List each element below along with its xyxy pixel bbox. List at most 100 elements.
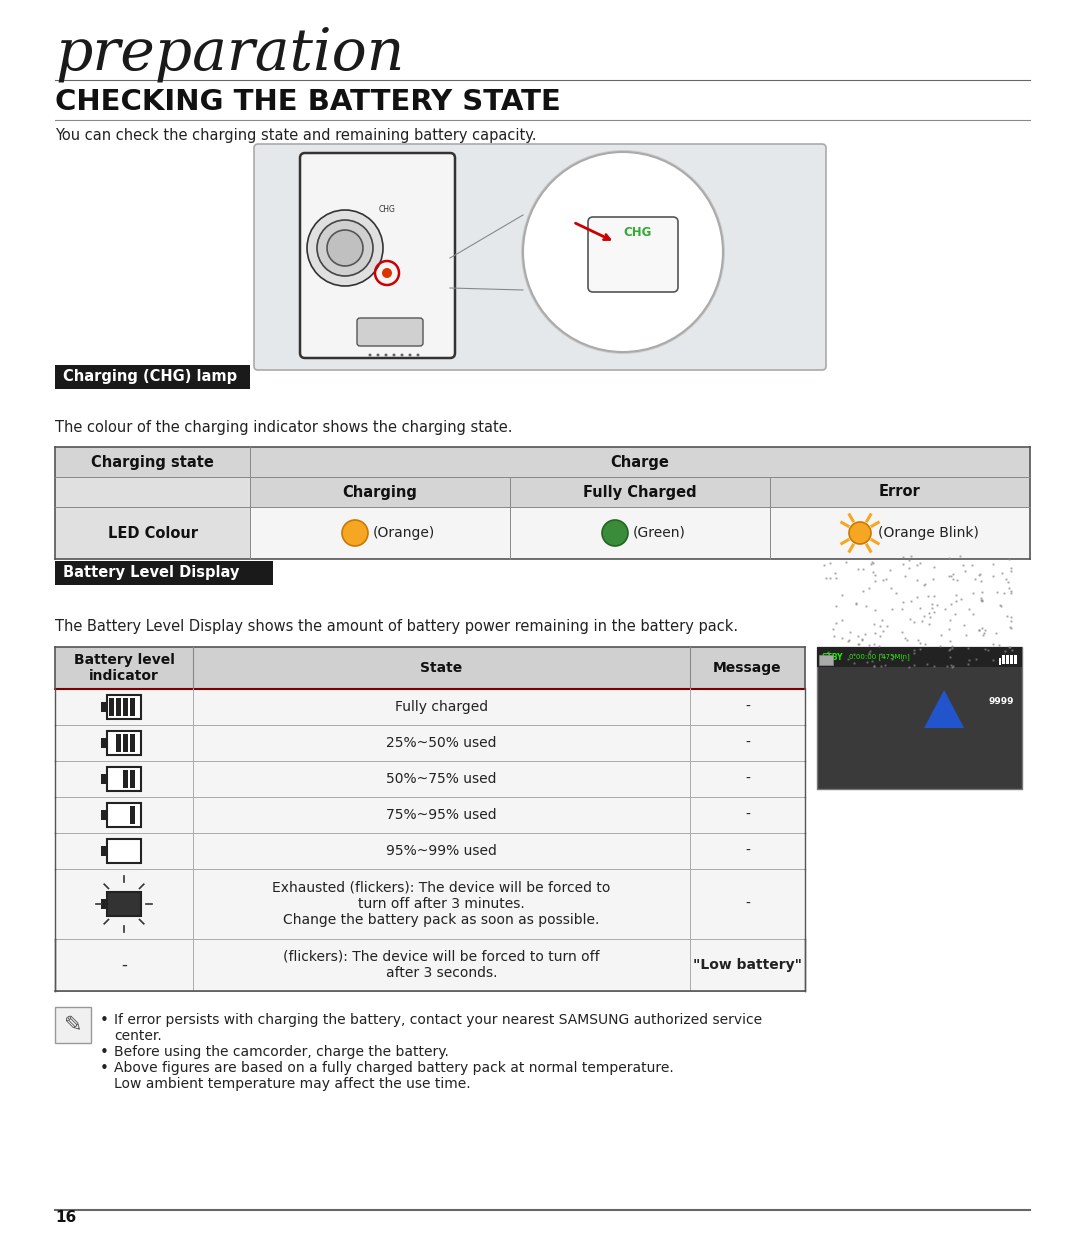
Bar: [55, 561, 273, 585]
Bar: [130, 734, 135, 752]
Bar: [249, 508, 1030, 559]
Text: (Orange Blink): (Orange Blink): [878, 526, 978, 540]
Text: "Low battery": "Low battery": [693, 958, 802, 972]
Text: -: -: [745, 897, 750, 911]
Circle shape: [602, 520, 627, 546]
Text: Fully Charged: Fully Charged: [583, 484, 697, 499]
Circle shape: [342, 520, 368, 546]
Bar: [109, 842, 114, 860]
Text: (Orange): (Orange): [373, 526, 435, 540]
Bar: [55, 832, 805, 869]
FancyBboxPatch shape: [300, 153, 455, 358]
Bar: [109, 769, 114, 788]
Text: Before using the camcorder, charge the battery.: Before using the camcorder, charge the b…: [114, 1045, 449, 1058]
Bar: [109, 734, 114, 752]
Bar: [55, 366, 249, 389]
Bar: [55, 797, 805, 832]
Bar: [102, 846, 107, 856]
Bar: [107, 695, 141, 719]
Circle shape: [521, 149, 725, 354]
Bar: [123, 806, 129, 824]
Text: Error: Error: [879, 484, 921, 499]
Text: Battery level
indicator: Battery level indicator: [73, 653, 175, 683]
Text: (flickers): The device will be forced to turn off
after 3 seconds.: (flickers): The device will be forced to…: [283, 950, 599, 981]
Bar: [130, 769, 135, 788]
Text: 95%~99% used: 95%~99% used: [386, 844, 497, 858]
Text: 50%~75% used: 50%~75% used: [387, 772, 497, 785]
Bar: [109, 806, 114, 824]
Text: Charging: Charging: [342, 484, 418, 499]
Text: •: •: [100, 1045, 109, 1060]
Bar: [1014, 655, 1017, 664]
Text: 0:00:00 [475Min]: 0:00:00 [475Min]: [849, 653, 909, 661]
Bar: [102, 899, 107, 909]
Bar: [55, 869, 805, 939]
Text: CHG: CHG: [379, 205, 395, 215]
Text: CHECKING THE BATTERY STATE: CHECKING THE BATTERY STATE: [55, 88, 561, 116]
Text: -: -: [745, 844, 750, 858]
Bar: [107, 839, 141, 863]
Bar: [249, 447, 1030, 477]
Bar: [107, 767, 141, 790]
Circle shape: [408, 353, 411, 357]
Circle shape: [382, 268, 392, 278]
Text: -: -: [121, 956, 127, 974]
Text: 75%~95% used: 75%~95% used: [387, 808, 497, 823]
Text: The colour of the charging indicator shows the charging state.: The colour of the charging indicator sho…: [55, 420, 513, 435]
Bar: [819, 655, 833, 664]
Text: -: -: [745, 772, 750, 785]
Bar: [55, 725, 805, 761]
Text: -: -: [745, 736, 750, 750]
Bar: [816, 647, 1022, 667]
Circle shape: [307, 210, 383, 287]
Bar: [249, 477, 1030, 508]
Text: Battery Level Display: Battery Level Display: [63, 566, 240, 580]
Bar: [123, 842, 129, 860]
Bar: [55, 1007, 91, 1044]
Circle shape: [384, 353, 388, 357]
Bar: [999, 658, 1001, 664]
Bar: [116, 806, 121, 824]
Bar: [130, 698, 135, 716]
Bar: [1005, 655, 1009, 664]
Circle shape: [392, 353, 395, 357]
Bar: [55, 508, 249, 559]
Bar: [1002, 655, 1005, 664]
Circle shape: [417, 353, 419, 357]
Text: Charging state: Charging state: [91, 454, 214, 469]
Bar: [55, 447, 249, 477]
Circle shape: [849, 522, 870, 543]
Text: 16: 16: [55, 1210, 77, 1225]
Circle shape: [401, 353, 404, 357]
Bar: [123, 769, 129, 788]
FancyBboxPatch shape: [357, 317, 423, 346]
Circle shape: [318, 220, 373, 275]
Text: STBY: STBY: [821, 652, 842, 662]
Circle shape: [327, 230, 363, 266]
Text: 25%~50% used: 25%~50% used: [387, 736, 497, 750]
Bar: [55, 477, 249, 508]
Bar: [123, 698, 129, 716]
Bar: [107, 731, 141, 755]
Text: ✎: ✎: [64, 1015, 82, 1035]
Circle shape: [523, 152, 723, 352]
Bar: [102, 701, 107, 713]
Bar: [55, 939, 805, 990]
Bar: [102, 739, 107, 748]
Bar: [55, 647, 805, 689]
Text: preparation: preparation: [55, 25, 404, 82]
Text: •: •: [100, 1061, 109, 1076]
Bar: [116, 842, 121, 860]
Text: If error persists with charging the battery, contact your nearest SAMSUNG author: If error persists with charging the batt…: [114, 1013, 762, 1044]
Bar: [116, 769, 121, 788]
Circle shape: [377, 353, 379, 357]
Text: CHG: CHG: [624, 226, 652, 238]
Bar: [102, 810, 107, 820]
Text: The Battery Level Display shows the amount of battery power remaining in the bat: The Battery Level Display shows the amou…: [55, 619, 738, 634]
Bar: [102, 774, 107, 784]
Text: 9999: 9999: [988, 698, 1014, 706]
Text: -: -: [745, 808, 750, 823]
Bar: [109, 698, 114, 716]
Bar: [123, 734, 129, 752]
Bar: [107, 803, 141, 827]
